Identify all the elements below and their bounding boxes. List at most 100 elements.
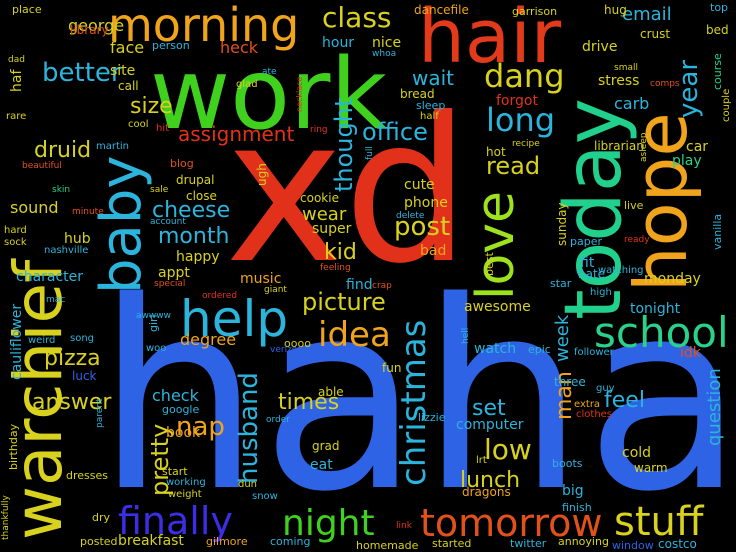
word-mac: mac bbox=[46, 295, 66, 305]
word-picture: picture bbox=[302, 288, 386, 316]
word-snow: snow bbox=[252, 491, 278, 502]
word-awwww: awwww bbox=[136, 311, 171, 321]
word-bread: bread bbox=[400, 87, 435, 101]
word-sale: sale bbox=[150, 185, 169, 195]
word-dry: dry bbox=[92, 511, 111, 524]
word-carb: carb bbox=[614, 94, 650, 113]
word-glad: glad bbox=[236, 79, 258, 90]
word-fun: fun bbox=[382, 361, 402, 375]
word-long: long bbox=[486, 101, 556, 139]
word-three: three bbox=[554, 375, 586, 389]
word-able: able bbox=[318, 385, 344, 399]
word-computer: computer bbox=[456, 417, 524, 433]
word-school: school bbox=[594, 308, 729, 357]
word-awesome: awesome bbox=[464, 299, 531, 315]
word-clothes: clothes bbox=[576, 409, 613, 420]
word-hate: hate bbox=[578, 267, 606, 281]
word-costco: costco bbox=[658, 537, 697, 551]
word-idea: idea bbox=[318, 315, 391, 355]
word-month: month bbox=[158, 224, 230, 249]
word-ordered: ordered bbox=[202, 291, 238, 301]
word-place: place bbox=[12, 3, 42, 16]
word-hour: hour bbox=[322, 35, 355, 51]
word-question: question bbox=[704, 368, 725, 446]
word-paper: paper bbox=[570, 235, 602, 248]
word-eat: eat bbox=[310, 457, 333, 473]
word-high: high bbox=[590, 287, 612, 298]
word-phone: phone bbox=[404, 195, 448, 211]
word-kid: kid bbox=[324, 240, 357, 265]
word-stress: stress bbox=[598, 73, 640, 89]
word-delete: delete bbox=[396, 211, 425, 221]
word-homemade: homemade bbox=[356, 539, 419, 552]
word-beautiful: beautiful bbox=[22, 161, 62, 171]
word-special: special bbox=[154, 279, 186, 289]
word-librarian: librarian bbox=[594, 139, 644, 153]
word-boots: boots bbox=[552, 457, 583, 470]
word-ate: ate bbox=[262, 67, 277, 77]
word-degree: degree bbox=[180, 330, 237, 349]
word-vanilla: vanilla bbox=[711, 213, 724, 250]
word-asleep: asleep bbox=[639, 132, 649, 163]
word-wear: wear bbox=[302, 204, 347, 225]
word-times: times bbox=[278, 390, 340, 415]
word-lizzie: lizzie bbox=[418, 411, 446, 424]
word-sock: sock bbox=[4, 237, 27, 248]
word-dragons: dragons bbox=[462, 485, 511, 499]
word-ring: ring bbox=[310, 125, 328, 135]
word-appt: appt bbox=[158, 265, 190, 281]
word-call: call bbox=[118, 79, 139, 93]
word-martin: martin bbox=[96, 141, 130, 152]
word-class: class bbox=[322, 1, 392, 34]
word-weird: weird bbox=[28, 335, 56, 346]
word-posted: posted bbox=[80, 535, 118, 548]
word-help: help bbox=[180, 290, 289, 348]
word-garrison: garrison bbox=[512, 5, 558, 18]
word-finally: finally bbox=[118, 499, 233, 543]
word-working: working bbox=[166, 477, 206, 488]
word-twitter: twitter bbox=[510, 537, 547, 550]
word-bad: bad bbox=[420, 243, 447, 259]
word-lrt: lrt bbox=[476, 455, 487, 466]
word-hub: hub bbox=[64, 231, 91, 247]
word-night: night bbox=[282, 503, 375, 544]
word-dun: dun bbox=[238, 479, 258, 490]
word-happy: happy bbox=[176, 249, 220, 265]
word-minute: minute bbox=[72, 207, 104, 217]
word-crust: crust bbox=[640, 27, 671, 41]
word-link: link bbox=[396, 521, 412, 531]
word-super: super bbox=[312, 221, 352, 237]
word-gilmore: gilmore bbox=[206, 535, 248, 548]
word-idk: idk bbox=[680, 345, 701, 361]
word-small: small bbox=[614, 63, 638, 73]
word-cauliflower: cauliflower bbox=[9, 303, 25, 380]
word-sound: sound bbox=[10, 198, 59, 217]
word-monday: monday bbox=[644, 271, 701, 287]
word-character: character bbox=[16, 269, 84, 285]
word-hug: hug bbox=[604, 3, 627, 17]
word-whoa: whoa bbox=[372, 49, 397, 59]
word-finish: finish bbox=[562, 501, 592, 514]
word-luck: luck bbox=[72, 369, 97, 383]
word-week: week bbox=[552, 314, 573, 362]
word-read: read bbox=[486, 152, 541, 180]
word-forgot: forgot bbox=[496, 93, 538, 109]
word-hard: hard bbox=[4, 225, 27, 236]
word-nap: nap bbox=[176, 412, 225, 442]
word-fit: fit bbox=[580, 255, 595, 271]
word-order: order bbox=[266, 415, 290, 425]
word-baby: baby bbox=[89, 155, 154, 294]
word-hot: hot bbox=[486, 145, 506, 159]
word-top: top bbox=[710, 1, 729, 14]
word-druid: druid bbox=[34, 138, 92, 163]
word-couple: couple bbox=[721, 88, 732, 122]
word-course: course bbox=[711, 53, 724, 90]
word-blog: blog bbox=[170, 157, 194, 170]
word-cold: cold bbox=[622, 445, 652, 461]
word-sleep: sleep bbox=[416, 99, 446, 112]
word-account: account bbox=[150, 217, 186, 227]
word-dancefile: dancefile bbox=[414, 3, 469, 17]
word-big: big bbox=[562, 483, 584, 499]
word-bed: bed bbox=[706, 23, 729, 37]
word-recipe: recipe bbox=[512, 139, 540, 149]
